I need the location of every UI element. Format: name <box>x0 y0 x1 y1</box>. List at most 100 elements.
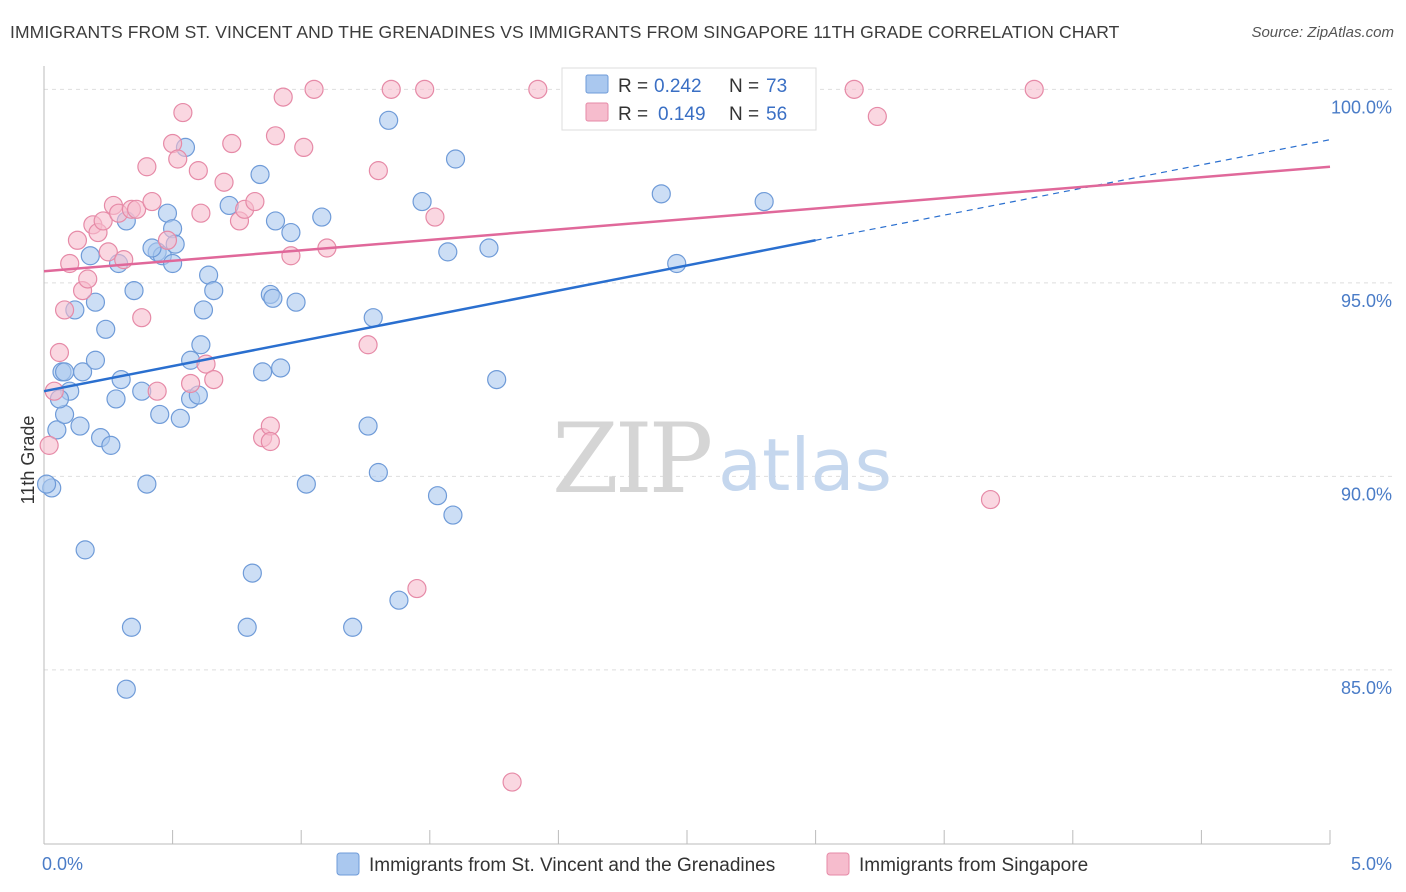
point-series0-42 <box>253 362 273 382</box>
x-tick-label-0: 0.0% <box>42 854 83 874</box>
point-series1-46 <box>381 79 401 99</box>
chart-title: IMMIGRANTS FROM ST. VINCENT AND THE GREN… <box>10 22 1120 42</box>
point-series1-21 <box>157 230 178 250</box>
point-series0-14 <box>101 435 121 455</box>
watermark-atlas: atlas <box>718 423 892 507</box>
point-series1-52 <box>844 79 864 99</box>
point-series1-47 <box>407 578 427 599</box>
point-series0-56 <box>389 590 409 610</box>
point-series0-35 <box>193 300 214 320</box>
point-series1-42 <box>304 79 324 99</box>
point-series1-25 <box>181 373 201 394</box>
point-series0-66 <box>754 191 774 212</box>
point-series0-19 <box>124 280 144 301</box>
bottom-legend-label-2: Immigrants from Singapore <box>859 855 1088 876</box>
legend-r-value-1: 0.242 <box>654 76 702 97</box>
point-series1-7 <box>78 269 98 289</box>
x-tick-label-1: 5.0% <box>1351 854 1392 874</box>
point-series1-44 <box>358 335 378 355</box>
point-series0-41 <box>250 164 270 185</box>
legend-n-value-2: 56 <box>766 104 787 125</box>
point-series1-55 <box>1024 79 1044 99</box>
watermark: ZIP atlas <box>552 403 892 515</box>
point-series0-62 <box>479 238 499 258</box>
point-series0-51 <box>343 617 363 637</box>
legend-n-label-2: N = <box>729 104 759 125</box>
point-series1-3 <box>54 300 75 320</box>
point-series0-15 <box>106 389 126 409</box>
point-series1-20 <box>147 381 167 401</box>
point-series0-70 <box>75 540 95 560</box>
point-series0-54 <box>368 462 388 483</box>
bottom-legend-swatch-pink <box>826 852 850 876</box>
point-series0-72 <box>142 238 162 258</box>
point-series0-46 <box>271 358 291 378</box>
point-series0-52 <box>358 416 378 436</box>
point-series1-51 <box>528 79 548 99</box>
point-series0-11 <box>85 350 106 370</box>
point-series0-44 <box>263 288 283 308</box>
y-tick-label-1: 90.0% <box>1341 484 1392 504</box>
point-series0-17 <box>111 370 131 390</box>
point-series1-53 <box>867 106 887 127</box>
point-series0-7 <box>70 416 90 436</box>
legend-r-value-2: 0.149 <box>658 104 706 125</box>
point-series0-26 <box>163 253 183 274</box>
point-series0-8 <box>72 362 93 382</box>
point-series0-63 <box>487 370 507 390</box>
point-series0-47 <box>281 222 301 243</box>
legend-swatch-pink <box>585 102 609 122</box>
point-series0-59 <box>438 242 458 262</box>
point-series0-1 <box>47 420 67 440</box>
point-series0-57 <box>412 191 432 212</box>
point-series1-39 <box>273 87 293 107</box>
legend-r-label-2: R = <box>618 104 648 125</box>
point-series0-69 <box>116 679 136 699</box>
point-series0-10 <box>85 292 106 312</box>
point-series0-21 <box>137 474 157 494</box>
legend-r-label-1: R = <box>618 76 648 97</box>
point-series1-2 <box>49 342 70 363</box>
point-series0-4 <box>54 362 75 382</box>
point-series1-49 <box>425 207 445 227</box>
point-series0-53 <box>363 308 383 328</box>
point-series1-30 <box>214 172 234 192</box>
point-series0-9 <box>80 246 100 266</box>
source-credit: Source: ZipAtlas.com <box>1251 24 1394 41</box>
point-series0-37 <box>204 280 224 301</box>
point-series0-49 <box>296 474 316 494</box>
y-tick-label-2: 95.0% <box>1341 291 1392 311</box>
bottom-legend: Immigrants from St. Vincent and the Gren… <box>336 852 1088 876</box>
point-series1-0 <box>39 435 59 455</box>
bottom-legend-swatch-blue <box>336 852 360 876</box>
point-series1-45 <box>368 161 388 181</box>
point-series1-38 <box>265 126 286 146</box>
y-tick-label-0: 85.0% <box>1341 678 1392 698</box>
top-legend: R = 0.242 N = 73 R = 0.149 N = 56 <box>561 67 817 131</box>
point-series0-68 <box>121 617 142 637</box>
point-series0-55 <box>379 110 399 130</box>
point-series1-37 <box>260 431 280 452</box>
point-series1-23 <box>168 149 188 169</box>
point-series1-19 <box>142 191 162 212</box>
point-series0-58 <box>427 486 448 506</box>
point-series1-10 <box>93 211 113 231</box>
point-series1-27 <box>191 203 211 223</box>
point-series0-60 <box>443 505 463 525</box>
point-series0-40 <box>242 563 262 583</box>
point-series1-50 <box>502 772 522 792</box>
gridlines <box>44 88 1394 671</box>
legend-n-value-1: 73 <box>766 76 787 97</box>
point-series0-61 <box>445 149 466 169</box>
point-series0-34 <box>191 335 211 355</box>
bottom-legend-label-1: Immigrants from St. Vincent and the Gren… <box>369 855 775 876</box>
point-series0-23 <box>150 404 170 425</box>
trend-lines <box>43 139 1331 393</box>
point-series0-13 <box>96 319 116 339</box>
point-series1-16 <box>126 199 147 219</box>
point-series1-29 <box>204 370 224 390</box>
legend-swatch-blue <box>585 74 609 94</box>
point-series0-64 <box>651 184 671 204</box>
point-series0-39 <box>237 617 257 637</box>
